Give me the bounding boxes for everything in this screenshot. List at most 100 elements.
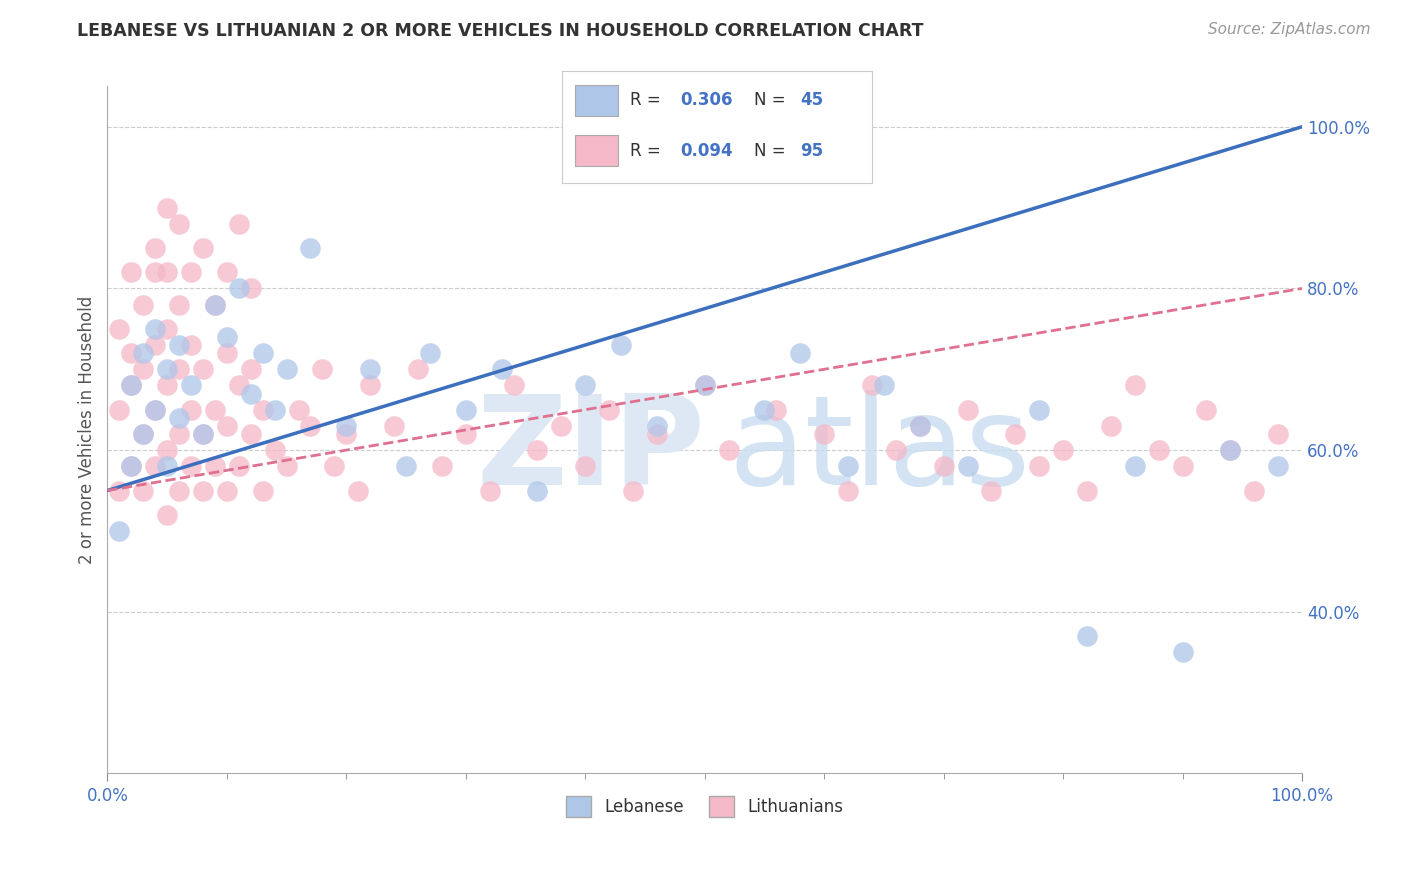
Point [717, 443, 740, 458]
Point [1076, 629, 1098, 643]
Point [1171, 645, 1194, 659]
Point [120, 378, 142, 392]
Text: 0.094: 0.094 [681, 142, 733, 160]
Point [359, 378, 381, 392]
Point [228, 281, 250, 295]
Point [598, 402, 620, 417]
Bar [575, 85, 619, 116]
Point [156, 362, 179, 376]
Point [132, 362, 155, 376]
Point [108, 322, 131, 336]
Point [908, 418, 931, 433]
Point [1267, 426, 1289, 441]
Point [180, 338, 202, 352]
Point [1076, 483, 1098, 498]
Point [526, 483, 548, 498]
Point [156, 508, 179, 522]
Point [215, 265, 238, 279]
Point [143, 322, 166, 336]
Point [837, 483, 859, 498]
Y-axis label: 2 or more Vehicles in Household: 2 or more Vehicles in Household [79, 296, 96, 564]
Point [1028, 459, 1050, 474]
Point [287, 402, 309, 417]
Point [143, 402, 166, 417]
Point [1123, 378, 1146, 392]
Point [932, 459, 955, 474]
Point [215, 330, 238, 344]
Point [765, 402, 787, 417]
Point [526, 443, 548, 458]
Point [239, 386, 262, 401]
Point [167, 410, 190, 425]
Text: 95: 95 [800, 142, 824, 160]
Point [156, 378, 179, 392]
Point [132, 346, 155, 360]
Point [1219, 443, 1241, 458]
Point [395, 459, 418, 474]
Point [621, 483, 644, 498]
Text: ZIP: ZIP [477, 390, 704, 511]
Point [167, 297, 190, 311]
Point [191, 241, 214, 255]
Point [956, 402, 979, 417]
Point [956, 459, 979, 474]
Point [1099, 418, 1122, 433]
Point [228, 217, 250, 231]
Point [837, 459, 859, 474]
Point [789, 346, 811, 360]
Point [180, 459, 202, 474]
Point [419, 346, 441, 360]
Point [167, 338, 190, 352]
Point [143, 241, 166, 255]
Bar [575, 135, 619, 166]
Point [860, 378, 883, 392]
Point [228, 378, 250, 392]
Point [884, 443, 907, 458]
Point [156, 265, 179, 279]
Point [132, 426, 155, 441]
Point [693, 378, 716, 392]
Point [645, 418, 668, 433]
Legend: Lebanese, Lithuanians: Lebanese, Lithuanians [560, 789, 851, 823]
Point [335, 426, 357, 441]
Point [180, 402, 202, 417]
Point [1123, 459, 1146, 474]
Text: N =: N = [754, 142, 792, 160]
Point [191, 362, 214, 376]
Point [239, 426, 262, 441]
Point [574, 378, 596, 392]
Point [228, 459, 250, 474]
Text: 45: 45 [800, 91, 824, 110]
Point [191, 426, 214, 441]
Point [263, 402, 285, 417]
Point [980, 483, 1002, 498]
Point [167, 362, 190, 376]
Point [143, 265, 166, 279]
Point [299, 418, 322, 433]
Point [299, 241, 322, 255]
Point [359, 362, 381, 376]
Point [167, 426, 190, 441]
Point [120, 346, 142, 360]
Point [813, 160, 835, 174]
Point [143, 459, 166, 474]
Point [1028, 402, 1050, 417]
Point [167, 483, 190, 498]
Point [454, 402, 477, 417]
Point [120, 459, 142, 474]
Point [574, 459, 596, 474]
Point [143, 402, 166, 417]
Point [191, 426, 214, 441]
Point [1052, 443, 1074, 458]
Point [180, 378, 202, 392]
Point [1147, 443, 1170, 458]
Point [143, 338, 166, 352]
Point [873, 378, 896, 392]
Text: 0.306: 0.306 [681, 91, 733, 110]
Point [276, 362, 298, 376]
Point [478, 483, 501, 498]
Point [215, 346, 238, 360]
Point [550, 418, 572, 433]
Point [156, 459, 179, 474]
Point [167, 217, 190, 231]
